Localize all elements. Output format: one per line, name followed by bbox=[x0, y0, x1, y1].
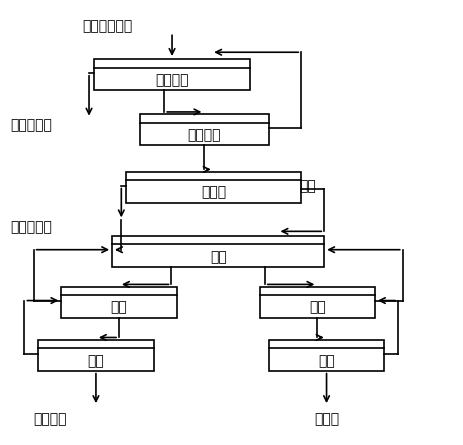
Text: 强磁性矿物: 强磁性矿物 bbox=[11, 118, 52, 132]
Text: 易浮矿物: 易浮矿物 bbox=[33, 412, 66, 426]
Text: 二扫: 二扫 bbox=[318, 354, 334, 368]
FancyBboxPatch shape bbox=[112, 236, 324, 267]
Text: 一精: 一精 bbox=[110, 301, 127, 315]
FancyBboxPatch shape bbox=[61, 287, 176, 318]
Text: 粗选: 粗选 bbox=[209, 250, 226, 264]
FancyBboxPatch shape bbox=[125, 172, 300, 202]
Text: 浮选: 浮选 bbox=[298, 179, 315, 193]
Text: 二精: 二精 bbox=[88, 354, 104, 368]
Text: 一扫: 一扫 bbox=[308, 301, 325, 315]
FancyBboxPatch shape bbox=[94, 59, 250, 90]
Text: 钪精矿: 钪精矿 bbox=[313, 412, 338, 426]
FancyBboxPatch shape bbox=[259, 287, 374, 318]
FancyBboxPatch shape bbox=[38, 340, 153, 371]
Text: 弱磁扫选: 弱磁扫选 bbox=[187, 128, 220, 142]
Text: 弱磁性矿物: 弱磁性矿物 bbox=[11, 220, 52, 234]
Text: 白云鄂博尾矿: 白云鄂博尾矿 bbox=[82, 19, 132, 33]
FancyBboxPatch shape bbox=[139, 114, 269, 145]
Text: 强磁选: 强磁选 bbox=[200, 186, 225, 200]
FancyBboxPatch shape bbox=[269, 340, 383, 371]
Text: 弱磁粗选: 弱磁粗选 bbox=[155, 73, 188, 87]
